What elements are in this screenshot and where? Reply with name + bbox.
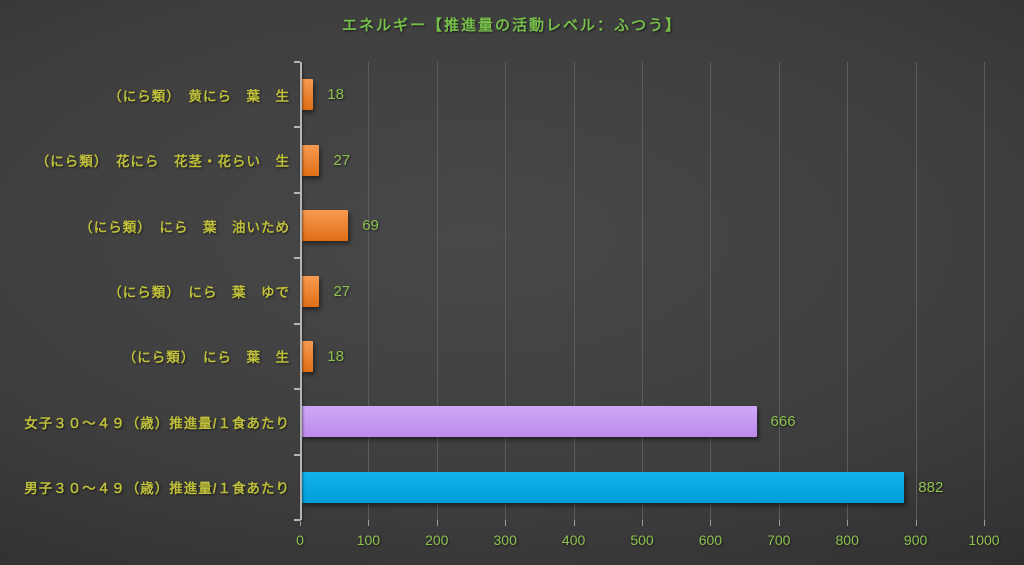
x-axis-tick-mark: [778, 520, 780, 526]
gridline: [984, 62, 985, 520]
x-axis-tick-mark: [847, 520, 849, 526]
bar-orange: [301, 144, 320, 176]
x-tick-label: 1000: [968, 532, 1000, 548]
y-axis-tick-mark: [294, 322, 300, 325]
x-tick-label: 500: [630, 532, 654, 548]
x-tick-label: 800: [835, 532, 859, 548]
x-axis-tick-mark: [710, 520, 712, 526]
y-axis-tick-mark: [294, 126, 300, 129]
y-axis-tick-mark: [294, 191, 300, 194]
bar-orange: [301, 340, 314, 372]
category-label: （にら類） にら 葉 油いため: [79, 219, 290, 235]
bar-value-label: 18: [327, 347, 344, 365]
x-tick-label: 200: [425, 532, 449, 548]
x-axis-tick-mark: [505, 520, 507, 526]
x-axis-tick-mark: [368, 520, 370, 526]
x-tick-label: 0: [296, 532, 304, 548]
chart-title: エネルギー【推進量の活動レベル：ふつう】: [341, 17, 682, 34]
plot-area: 18 27 69 27 18 666 882: [294, 61, 985, 526]
gridline: [368, 62, 370, 520]
y-axis-line: [300, 62, 302, 520]
category-label: （にら類） 黄にら 葉 生: [108, 88, 290, 104]
bar-value-label: 27: [333, 282, 351, 300]
gridline: [436, 62, 438, 520]
gridline: [915, 62, 917, 520]
bar-orange: [301, 210, 349, 242]
bar-orange: [301, 275, 320, 307]
x-tick-label: 900: [903, 532, 928, 548]
bar-orange: [301, 79, 314, 111]
bar-purple: [301, 406, 757, 438]
gridline: [573, 62, 575, 520]
category-label: （にら類） にら 葉 ゆで: [108, 284, 290, 300]
bar-value-label: 27: [333, 151, 351, 169]
x-tick-label: 400: [561, 532, 586, 548]
bar-blue: [301, 471, 905, 503]
bar-value-label: 18: [327, 86, 344, 104]
category-label: （にら類） にら 葉 生: [122, 350, 290, 366]
gridline: [847, 62, 849, 520]
category-label: 男子３０～４９（歳）推進量/１食あたり: [24, 481, 290, 497]
category-label: （にら類） 花にら 花茎・花らい 生: [35, 154, 290, 170]
gridline: [642, 62, 643, 520]
y-axis-tick-mark: [294, 519, 300, 521]
x-axis-tick-mark: [915, 520, 917, 526]
y-axis-tick-mark: [294, 257, 300, 260]
gridline: [778, 62, 780, 520]
bar-value-label: 69: [362, 217, 379, 235]
y-axis-tick-mark: [294, 388, 300, 391]
x-tick-label: 300: [493, 532, 517, 548]
x-axis-tick-mark: [984, 520, 985, 526]
gridline: [505, 62, 507, 520]
x-tick-label: 700: [767, 532, 791, 548]
gridline: [710, 62, 712, 520]
x-tick-label: 100: [356, 532, 381, 548]
y-axis-tick-mark: [294, 61, 300, 63]
category-label: 女子３０～４９（歳）推進量/１食あたり: [24, 415, 290, 431]
x-axis-tick-mark: [573, 520, 575, 526]
bar-value-label: 666: [770, 413, 796, 431]
x-tick-label: 600: [698, 532, 723, 548]
bar-value-label: 882: [918, 478, 944, 496]
x-axis-tick-mark: [436, 520, 438, 526]
x-axis-tick-mark: [300, 520, 301, 526]
x-axis-tick-mark: [642, 520, 643, 526]
y-axis-tick-mark: [294, 453, 300, 456]
